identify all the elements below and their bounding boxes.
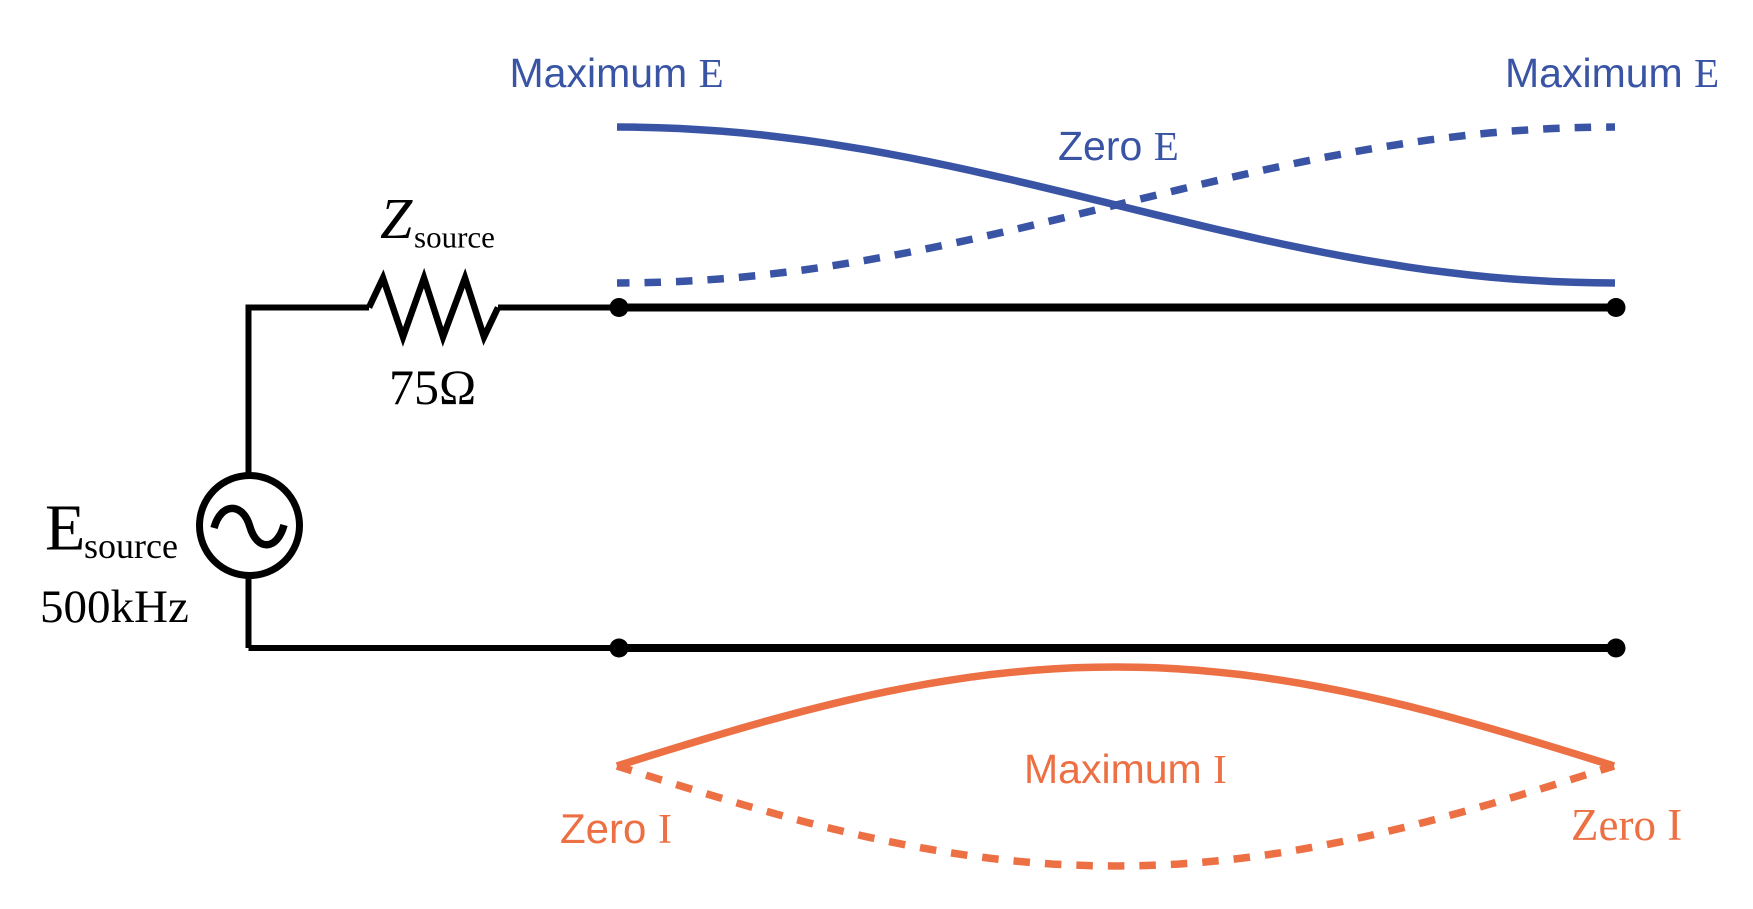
svg-text:source: source bbox=[414, 220, 495, 255]
svg-text:Z: Z bbox=[380, 186, 413, 251]
svg-text:Maximum I: Maximum I bbox=[1024, 746, 1227, 792]
svg-text:Zero I: Zero I bbox=[560, 805, 672, 853]
svg-text:Zero E: Zero E bbox=[1058, 123, 1179, 169]
svg-text:75Ω: 75Ω bbox=[389, 359, 476, 415]
svg-text:500kHz: 500kHz bbox=[40, 581, 189, 633]
svg-text:Zero I: Zero I bbox=[1571, 800, 1682, 850]
svg-text:Maximum E: Maximum E bbox=[1505, 50, 1719, 96]
svg-text:Maximum E: Maximum E bbox=[510, 50, 724, 96]
svg-text:E: E bbox=[45, 492, 85, 565]
svg-text:source: source bbox=[84, 526, 178, 566]
